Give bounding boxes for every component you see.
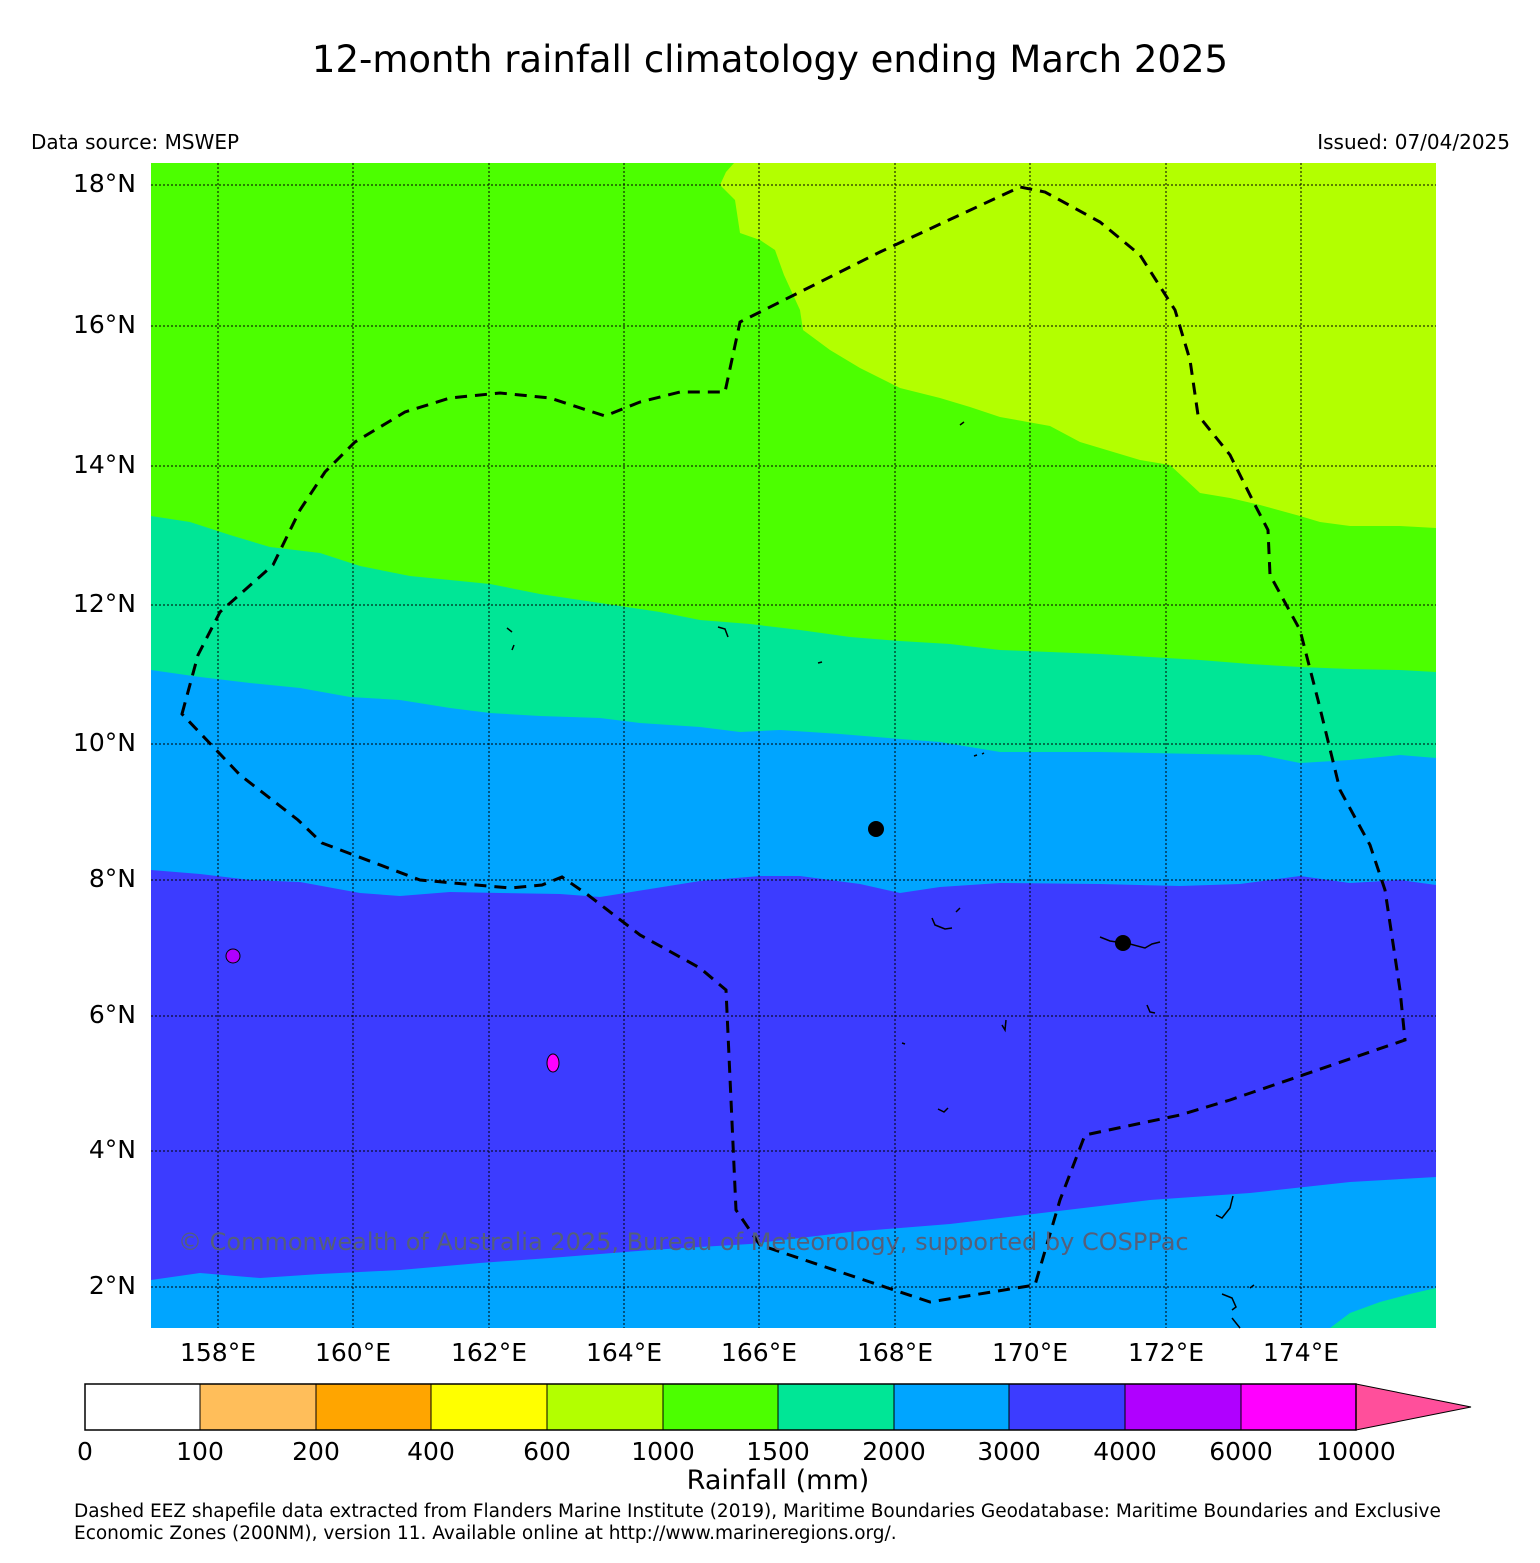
- lat-label-6n: 6°N: [88, 1000, 136, 1029]
- copyright-watermark: © Commonwealth of Australia 2025, Bureau…: [178, 1228, 1189, 1256]
- lon-label-160e: 160°E: [314, 1338, 391, 1367]
- colorbar-label-6000: 6000: [1209, 1437, 1273, 1466]
- lon-label-162e: 162°E: [450, 1338, 527, 1367]
- lon-label-166e: 166°E: [720, 1338, 797, 1367]
- station-marker-majuro: [1115, 935, 1131, 951]
- colorbar-label-100: 100: [176, 1437, 224, 1466]
- colorbar-title: Rainfall (mm): [686, 1465, 870, 1496]
- colorbar-label-600: 600: [523, 1437, 571, 1466]
- band-2000-3000-south: [151, 1177, 1436, 1328]
- lat-label-14n: 14°N: [72, 450, 136, 479]
- lat-label-16n: 16°N: [72, 310, 136, 339]
- colorbar-label-1000: 1000: [631, 1437, 695, 1466]
- footer-attribution: Dashed EEZ shapefile data extracted from…: [74, 1501, 1441, 1544]
- rainfall-spot-4000-6000: [225, 948, 241, 964]
- lat-label-10n: 10°N: [72, 728, 136, 757]
- colorbar-label-400: 400: [407, 1437, 455, 1466]
- colorbar-label-3000: 3000: [977, 1437, 1041, 1466]
- lat-label-8n: 8°N: [88, 864, 136, 893]
- colorbar: [84, 1383, 1472, 1431]
- colorbar-label-1500: 1500: [746, 1437, 810, 1466]
- colorbar-label-2000: 2000: [862, 1437, 926, 1466]
- colorbar-label-200: 200: [292, 1437, 340, 1466]
- map-title: 12-month rainfall climatology ending Mar…: [311, 38, 1229, 81]
- colorbar-label-4000: 4000: [1093, 1437, 1157, 1466]
- lon-label-170e: 170°E: [991, 1338, 1068, 1367]
- lat-label-18n: 18°N: [72, 169, 136, 198]
- band-1500-2000-south: [1330, 1288, 1436, 1328]
- data-source-label: Data source: MSWEP: [31, 130, 240, 154]
- rainfall-spot-6000-10000: [546, 1053, 560, 1073]
- lat-label-4n: 4°N: [88, 1135, 136, 1164]
- issued-date-label: Issued: 07/04/2025: [1317, 130, 1510, 154]
- lat-label-2n: 2°N: [88, 1271, 136, 1300]
- colorbar-label-0: 0: [77, 1437, 93, 1466]
- lon-label-158e: 158°E: [179, 1338, 256, 1367]
- station-marker-kwajalein: [868, 821, 884, 837]
- lon-label-172e: 172°E: [1127, 1338, 1204, 1367]
- eez-boundary-fsm: [180, 185, 1407, 1304]
- lon-label-164e: 164°E: [585, 1338, 662, 1367]
- band-600-1000: [720, 163, 1436, 528]
- lon-label-174e: 174°E: [1262, 1338, 1339, 1367]
- atoll-outlines: [506, 421, 1255, 1329]
- colorbar-label-10000: 10000: [1316, 1437, 1396, 1466]
- lat-label-12n: 12°N: [72, 589, 136, 618]
- lon-label-168e: 168°E: [856, 1338, 933, 1367]
